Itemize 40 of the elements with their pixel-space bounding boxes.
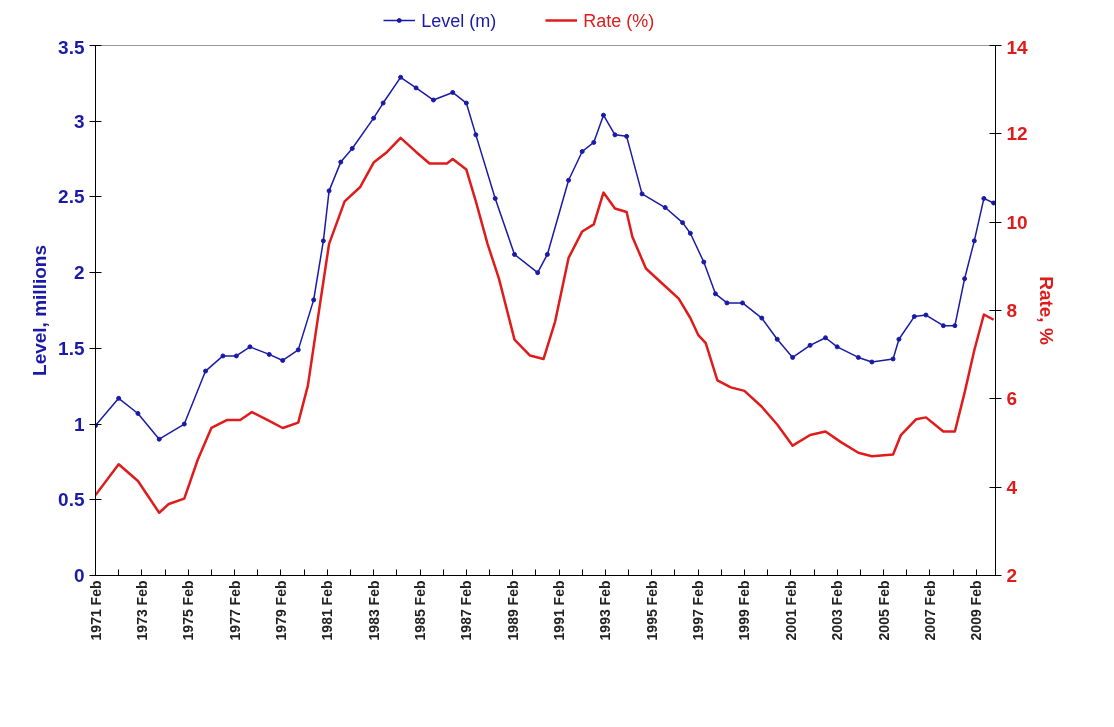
x-tick-label: 2007 Feb bbox=[921, 580, 938, 641]
x-tick-label: 2005 Feb bbox=[875, 580, 892, 641]
line-series bbox=[95, 136, 995, 515]
x-tick-label: 1975 Feb bbox=[180, 580, 197, 641]
x-tick-label: 1987 Feb bbox=[458, 580, 475, 641]
y-tick-label: 1.5 bbox=[58, 337, 85, 359]
x-tick-label: 1989 Feb bbox=[504, 580, 521, 641]
y2-tick-label: 14 bbox=[1006, 36, 1029, 58]
y-axis-title: Level, millions bbox=[29, 245, 51, 376]
x-tick-label: 2001 Feb bbox=[782, 580, 799, 641]
y-tick-label: 0.5 bbox=[58, 489, 85, 511]
y2-axis-title: Rate, % bbox=[1035, 276, 1057, 345]
y-tick-label: 3.5 bbox=[58, 36, 85, 58]
y2-tick-label: 4 bbox=[1006, 476, 1018, 498]
y-tick-label: 1 bbox=[73, 413, 85, 435]
x-tick-label: 1973 Feb bbox=[133, 580, 150, 641]
y-tick-label: 0 bbox=[73, 565, 85, 586]
x-tick-label: 2003 Feb bbox=[829, 580, 846, 641]
y-tick-label: 2 bbox=[73, 262, 85, 284]
x-tick-label: 2009 Feb bbox=[968, 580, 985, 641]
y2-tick-label: 10 bbox=[1006, 211, 1028, 233]
y2-tick-label: 2 bbox=[1006, 565, 1018, 586]
y2-tick-label: 12 bbox=[1006, 123, 1028, 145]
legend-label: Rate (%) bbox=[583, 10, 655, 31]
x-tick-label: 1983 Feb bbox=[365, 580, 382, 641]
x-tick-label: 1985 Feb bbox=[412, 580, 429, 641]
x-tick-label: 1997 Feb bbox=[690, 580, 707, 641]
y-tick-label: 2.5 bbox=[58, 186, 85, 208]
x-tick-label: 1979 Feb bbox=[272, 580, 289, 641]
y2-tick-label: 6 bbox=[1006, 388, 1018, 410]
x-tick-label: 1971 Feb bbox=[87, 580, 104, 641]
y-tick-label: 3 bbox=[73, 110, 85, 132]
y2-tick-label: 8 bbox=[1006, 300, 1018, 321]
x-tick-label: 1999 Feb bbox=[736, 580, 753, 641]
x-tick-label: 1991 Feb bbox=[551, 580, 568, 641]
x-tick-label: 1995 Feb bbox=[643, 580, 660, 641]
legend-label: Level (m) bbox=[421, 10, 497, 31]
x-tick-label: 1993 Feb bbox=[597, 580, 614, 641]
x-tick-label: 1977 Feb bbox=[226, 580, 243, 641]
x-tick-label: 1981 Feb bbox=[319, 580, 336, 641]
